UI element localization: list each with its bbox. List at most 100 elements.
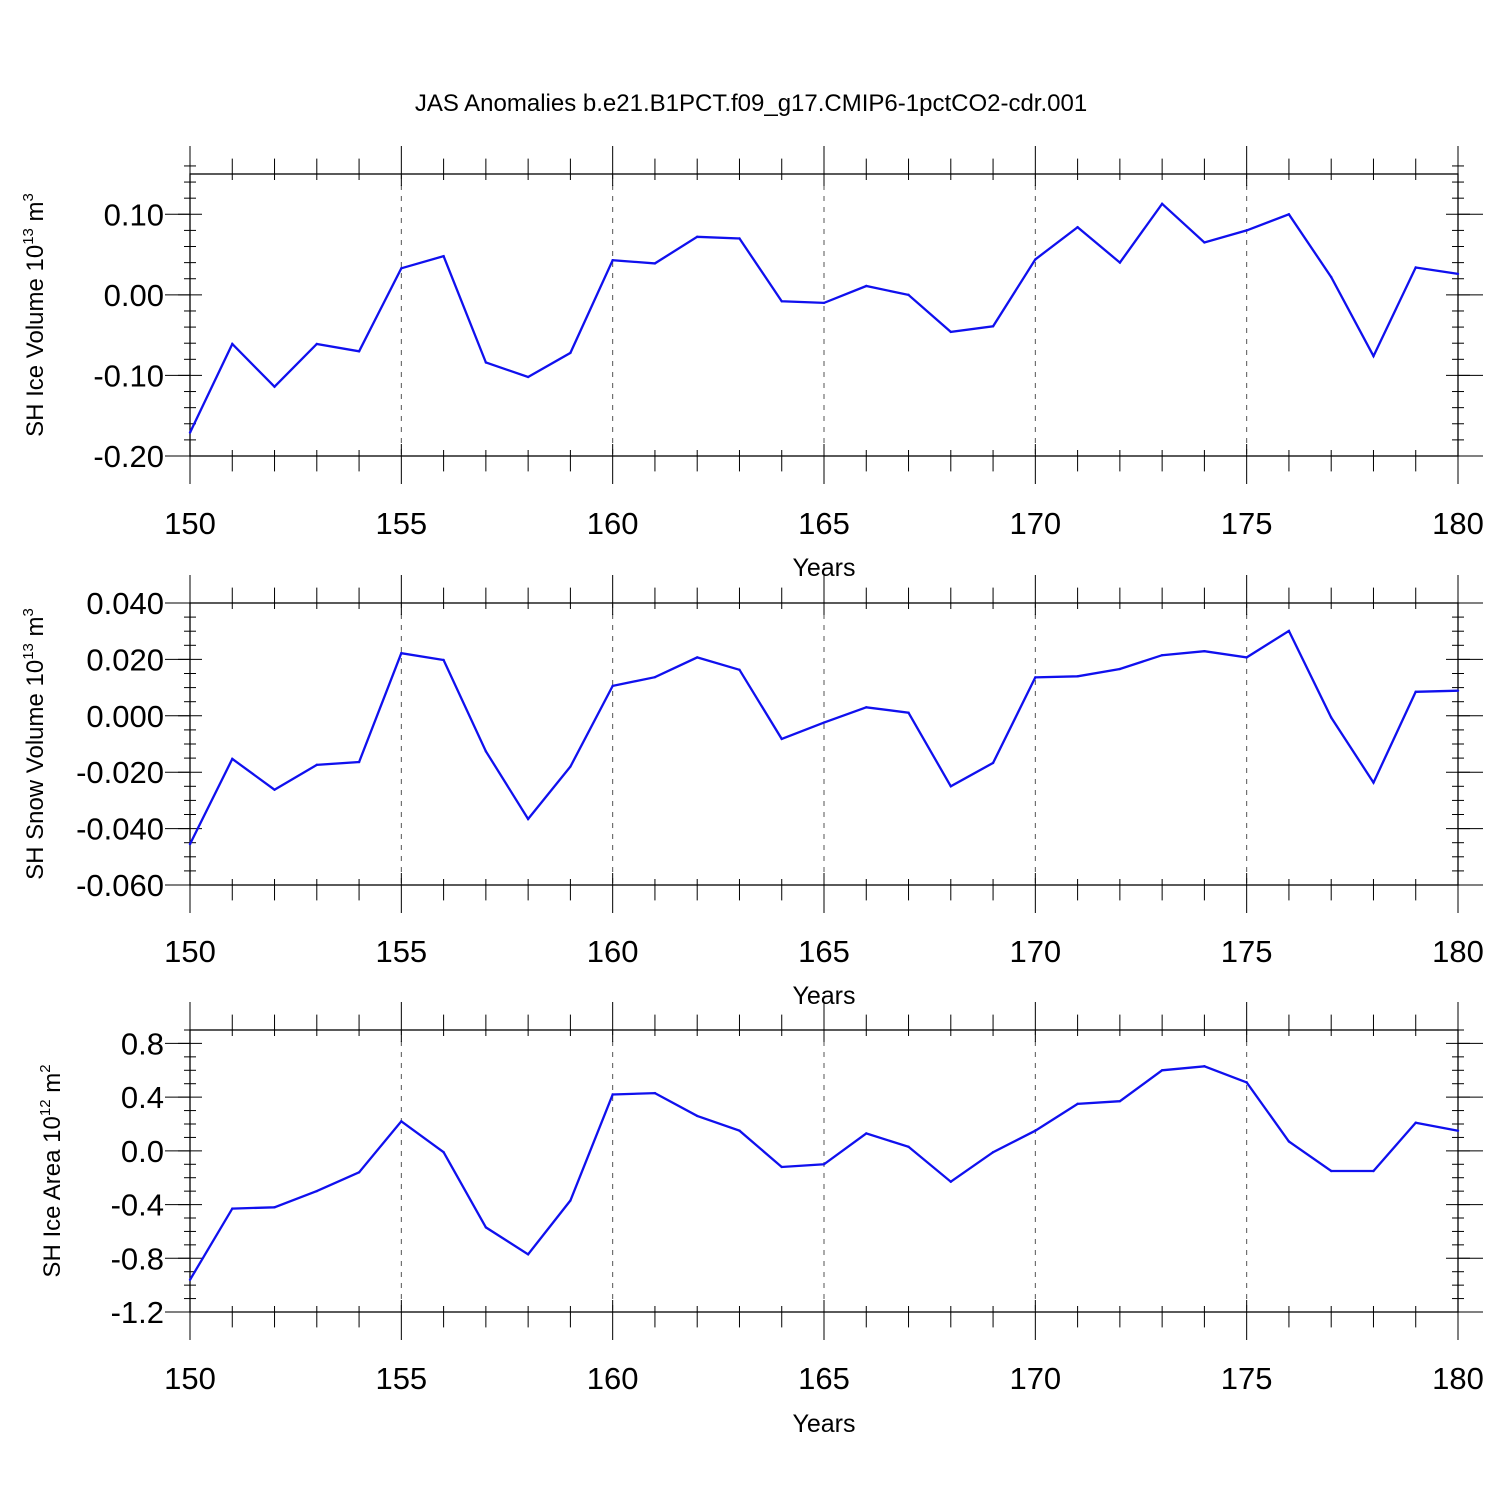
data-point: [949, 785, 952, 788]
data-point: [188, 842, 192, 846]
data-point: [1414, 266, 1417, 269]
x-axis-title: Years: [792, 1410, 855, 1438]
data-point: [231, 1207, 234, 1210]
data-point: [569, 351, 572, 355]
data-point: [1203, 1065, 1206, 1068]
data-point: [949, 330, 952, 334]
y-tick-label: 0.8: [121, 1026, 164, 1061]
data-point: [569, 765, 572, 768]
data-point: [1330, 716, 1333, 719]
x-tick-label: 180: [1432, 506, 1484, 541]
y-tick-label: -0.10: [93, 358, 164, 393]
data-point: [696, 235, 699, 239]
y-tick-label: 0.000: [86, 699, 164, 734]
data-point: [1245, 656, 1248, 659]
data-point: [653, 1091, 657, 1095]
data-point: [738, 237, 741, 240]
data-point: [315, 1189, 318, 1193]
x-tick-label: 160: [587, 934, 639, 969]
data-point: [1160, 202, 1164, 206]
x-tick-label: 175: [1221, 506, 1273, 541]
data-point: [400, 267, 403, 270]
data-point: [1456, 1129, 1460, 1132]
data-point: [1160, 1069, 1164, 1072]
data-point: [1245, 1081, 1248, 1084]
data-point: [569, 1199, 572, 1202]
data-point: [611, 1093, 614, 1096]
data-point: [780, 737, 783, 741]
x-tick-label: 175: [1221, 934, 1273, 969]
x-tick-label: 150: [164, 934, 216, 969]
data-point: [315, 763, 318, 767]
y-tick-label: 0.040: [86, 586, 164, 621]
x-tick-label: 150: [164, 506, 216, 541]
data-point: [907, 1145, 910, 1149]
data-point: [1245, 229, 1248, 232]
data-point: [1076, 225, 1079, 229]
plot-frame: [189, 173, 1459, 457]
y-tick-label: 0.020: [86, 642, 164, 677]
data-point: [484, 361, 488, 364]
data-point: [1414, 1121, 1417, 1124]
plot-frame: [189, 1029, 1459, 1313]
data-point: [1372, 1169, 1375, 1173]
y-axis-title: SH Ice Area 1012 m2: [37, 1064, 66, 1277]
data-point: [400, 651, 403, 655]
y-axis-title: SH Snow Volume 1013 m3: [20, 608, 49, 880]
panels-container: 150 155 160 165 170 175 180Years-0.20-0.100.00…: [20, 146, 1484, 1438]
y-tick-label: -0.8: [111, 1241, 164, 1276]
data-point: [315, 342, 318, 346]
data-point: [1330, 1169, 1333, 1173]
x-tick-label: 180: [1432, 934, 1484, 969]
chart-title: JAS Anomalies b.e21.B1PCT.f09_g17.CMIP6-…: [415, 90, 1087, 117]
data-point: [1034, 676, 1037, 679]
data-point: [822, 1163, 826, 1166]
data-point: [1118, 667, 1122, 671]
data-point: [1118, 261, 1122, 264]
x-tick-label: 165: [798, 1361, 850, 1396]
y-tick-label: 0.0: [121, 1134, 164, 1169]
data-point: [907, 293, 910, 297]
data-point: [822, 721, 826, 724]
data-point: [1456, 272, 1460, 276]
data-point: [611, 684, 614, 688]
y-tick-label: -0.4: [111, 1188, 164, 1223]
data-point: [1203, 241, 1206, 244]
data-point: [273, 1206, 276, 1209]
data-point: [865, 284, 868, 288]
data-point: [1076, 1102, 1079, 1106]
data-point: [1372, 781, 1375, 784]
data-point: [442, 254, 445, 258]
data-point: [865, 1132, 868, 1135]
x-tick-label: 170: [1009, 506, 1061, 541]
data-point: [442, 1151, 445, 1154]
y-tick-label: -0.020: [76, 755, 164, 790]
x-tick-label: 165: [798, 506, 850, 541]
y-tick-label: 0.4: [121, 1080, 164, 1115]
data-point: [822, 301, 826, 305]
data-point: [991, 1151, 995, 1154]
data-point: [1287, 213, 1291, 216]
data-point: [1456, 689, 1460, 692]
data-point: [1160, 653, 1164, 657]
data-point: [273, 385, 276, 388]
y-tick-label: -1.2: [111, 1295, 164, 1330]
data-point: [991, 761, 995, 765]
y-tick-label: -0.040: [76, 812, 164, 847]
data-point: [611, 259, 614, 262]
data-point: [738, 1129, 741, 1132]
data-point: [991, 325, 995, 328]
data-point: [1076, 675, 1079, 678]
data-point: [526, 1253, 530, 1256]
data-point: [484, 1226, 488, 1229]
x-tick-label: 155: [375, 506, 427, 541]
data-point: [780, 300, 783, 303]
data-point: [188, 431, 192, 434]
data-point: [1287, 629, 1291, 633]
data-point: [1034, 258, 1037, 261]
panel-1: 150 155 160 165 170 175 180Years-0.20-0.100.00…: [20, 146, 1484, 582]
data-point: [357, 350, 361, 353]
data-point: [1118, 1099, 1122, 1103]
x-tick-label: 170: [1009, 1361, 1061, 1396]
data-point: [1287, 1140, 1291, 1143]
